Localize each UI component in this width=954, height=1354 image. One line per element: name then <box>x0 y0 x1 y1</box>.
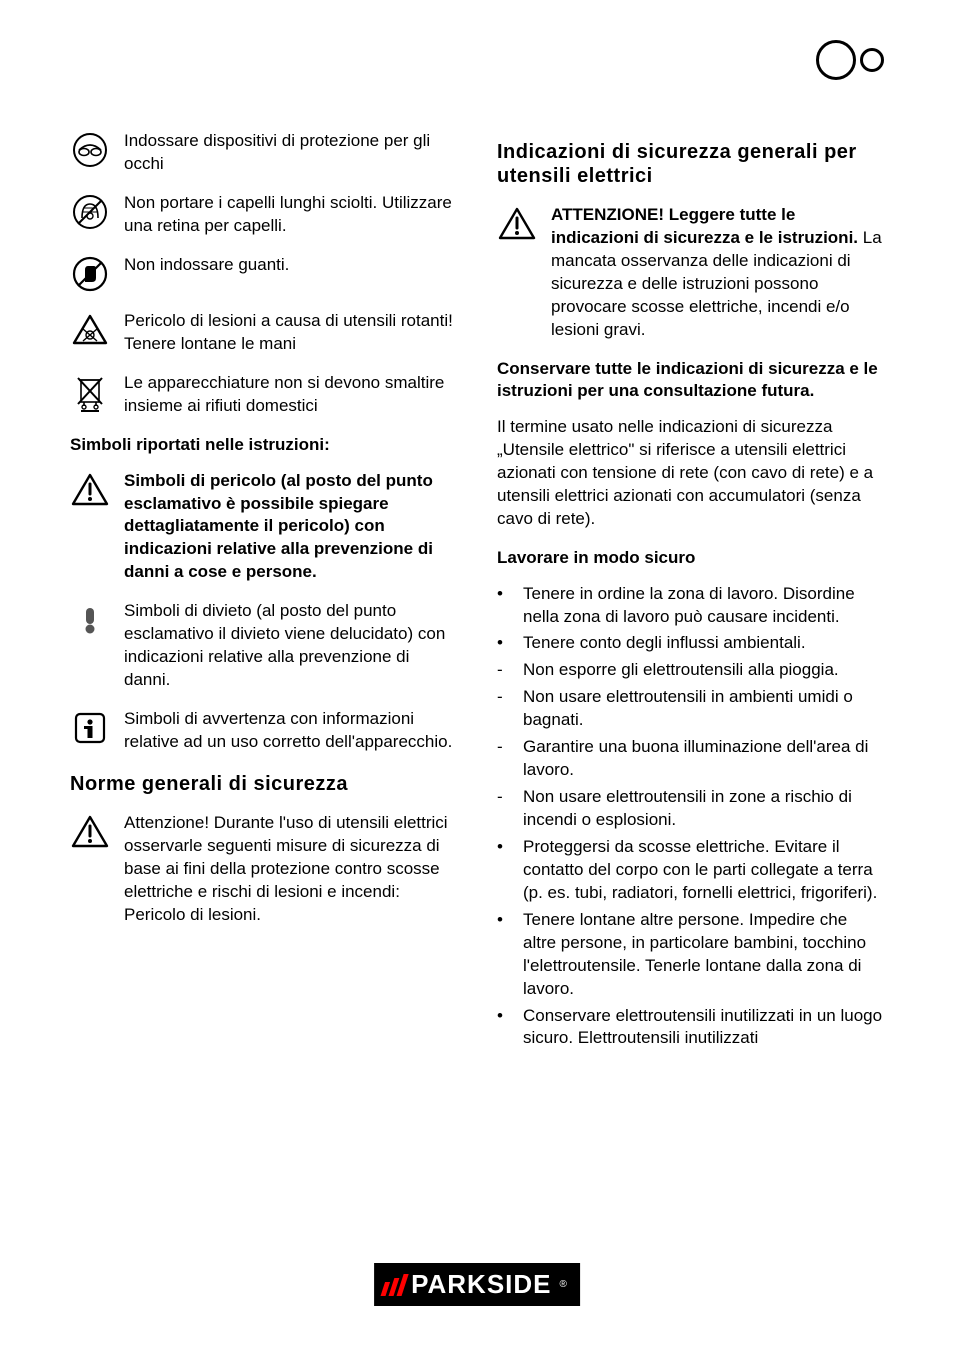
brand-logo: PARKSIDE ® <box>374 1263 580 1306</box>
icon-row: Pericolo di lesioni a causa di utensili … <box>70 310 457 356</box>
icon-row: Simboli di divieto (al posto del punto e… <box>70 600 457 692</box>
para-termine: Il termine usato nelle indicazioni di si… <box>497 416 884 531</box>
bullet-marker: - <box>497 659 511 682</box>
bullet-marker: • <box>497 583 511 629</box>
list-item: • Tenere conto degli influssi ambientali. <box>497 632 884 655</box>
list-item: -Garantire una buona illuminazione dell'… <box>497 736 884 782</box>
brand-name: PARKSIDE <box>411 1269 551 1300</box>
page-columns: Indossare dispositivi di protezione per … <box>70 130 884 1054</box>
bullet-text: Tenere in ordine la zona di lavoro. Diso… <box>523 583 884 629</box>
bullet-text: Tenere conto degli influssi ambientali. <box>523 632 806 655</box>
icon-row: Indossare dispositivi di protezione per … <box>70 130 457 176</box>
bullet-marker: • <box>497 632 511 655</box>
icon-row: Non indossare guanti. <box>70 254 457 294</box>
hairnet-icon <box>70 192 110 232</box>
bullet-marker: - <box>497 686 511 732</box>
bullet-marker: • <box>497 1005 511 1051</box>
circle-small <box>860 48 884 72</box>
norme-heading: Norme generali di sicurezza <box>70 772 457 796</box>
bullet-text: Garantire una buona illuminazione dell'a… <box>523 736 884 782</box>
rotating-warning-icon <box>70 310 110 350</box>
indicazioni-heading: Indicazioni di sicurezza generali per ut… <box>497 140 884 188</box>
info-box-icon <box>70 708 110 748</box>
icon-text: Pericolo di lesioni a causa di utensili … <box>124 310 457 356</box>
goggles-icon <box>70 130 110 170</box>
danger-symbol-text: Simboli di pericolo (al posto del punto … <box>124 470 457 585</box>
bullet-marker: - <box>497 736 511 782</box>
bullet-text: Conservare elettroutensili inutilizzati … <box>523 1005 884 1051</box>
warning-triangle-icon <box>497 204 537 244</box>
list-item: -Non usare elettroutensili in ambienti u… <box>497 686 884 732</box>
bullet-text: Non usare elettroutensili in ambienti um… <box>523 686 884 732</box>
bullet-text: Non esporre gli elettroutensili alla pio… <box>523 659 839 682</box>
weee-bin-icon <box>70 372 110 412</box>
list-item: -Non usare elettroutensili in zone a ris… <box>497 786 884 832</box>
registered-mark: ® <box>560 1279 568 1290</box>
icon-row: Simboli di avvertenza con informazioni r… <box>70 708 457 754</box>
list-item: •Tenere lontane altre persone. Impedire … <box>497 909 884 1001</box>
warning-triangle-icon <box>70 470 110 510</box>
left-column: Indossare dispositivi di protezione per … <box>70 130 457 1054</box>
bullet-list: • Tenere in ordine la zona di lavoro. Dis… <box>497 583 884 1051</box>
warning-block: ATTENZIONE! Leggere tutte le indicazioni… <box>497 204 884 342</box>
warning-body: ATTENZIONE! Leggere tutte le indicazioni… <box>551 204 884 342</box>
warning-triangle-icon <box>70 812 110 852</box>
right-column: Indicazioni di sicurezza generali per ut… <box>497 130 884 1054</box>
icon-text: Non indossare guanti. <box>124 254 289 277</box>
info-symbol-text: Simboli di avvertenza con informazioni r… <box>124 708 457 754</box>
logo-stripes-icon <box>381 1274 409 1296</box>
circle-large <box>816 40 856 80</box>
bullet-text: Proteggersi da scosse elettriche. Evitar… <box>523 836 884 905</box>
icon-text: Le apparecchiature non si devono smaltir… <box>124 372 457 418</box>
list-item: •Proteggersi da scosse elettriche. Evita… <box>497 836 884 905</box>
bullet-marker: • <box>497 909 511 1001</box>
list-item: • Tenere in ordine la zona di lavoro. Dis… <box>497 583 884 629</box>
attn-text-2: Pericolo di lesioni. <box>124 904 457 927</box>
bullet-text: Non usare elettroutensili in zone a risc… <box>523 786 884 832</box>
lavorare-subhead: Lavorare in modo sicuro <box>497 547 884 569</box>
icon-row: Non portare i capelli lunghi sciolti. Ut… <box>70 192 457 238</box>
bullet-marker: • <box>497 836 511 905</box>
icon-text: Indossare dispositivi di protezione per … <box>124 130 457 176</box>
simboli-subhead: Simboli riportati nelle istruzioni: <box>70 434 457 456</box>
warning-text-container: Attenzione! Durante l'uso di utensili el… <box>124 812 457 927</box>
icon-row: Le apparecchiature non si devono smaltir… <box>70 372 457 418</box>
bullet-text: Tenere lontane altre persone. Impedire c… <box>523 909 884 1001</box>
warning-block: Attenzione! Durante l'uso di utensili el… <box>70 812 457 927</box>
icon-text: Non portare i capelli lunghi sciolti. Ut… <box>124 192 457 238</box>
bullet-marker: - <box>497 786 511 832</box>
attn-text: Attenzione! Durante l'uso di utensili el… <box>124 812 457 904</box>
icon-row: Simboli di pericolo (al posto del punto … <box>70 470 457 585</box>
header-circles <box>816 40 884 80</box>
prohibit-symbol-text: Simboli di divieto (al posto del punto e… <box>124 600 457 692</box>
list-item: • Conservare elettroutensili inutilizzati… <box>497 1005 884 1051</box>
warn-bold: ATTENZIONE! Leggere tutte le indicazioni… <box>551 205 858 247</box>
conservare-subhead: Conservare tutte le indicazioni di sicur… <box>497 358 884 402</box>
list-item: -Non esporre gli elettroutensili alla pi… <box>497 659 884 682</box>
noglove-icon <box>70 254 110 294</box>
prohibition-icon <box>70 600 110 640</box>
